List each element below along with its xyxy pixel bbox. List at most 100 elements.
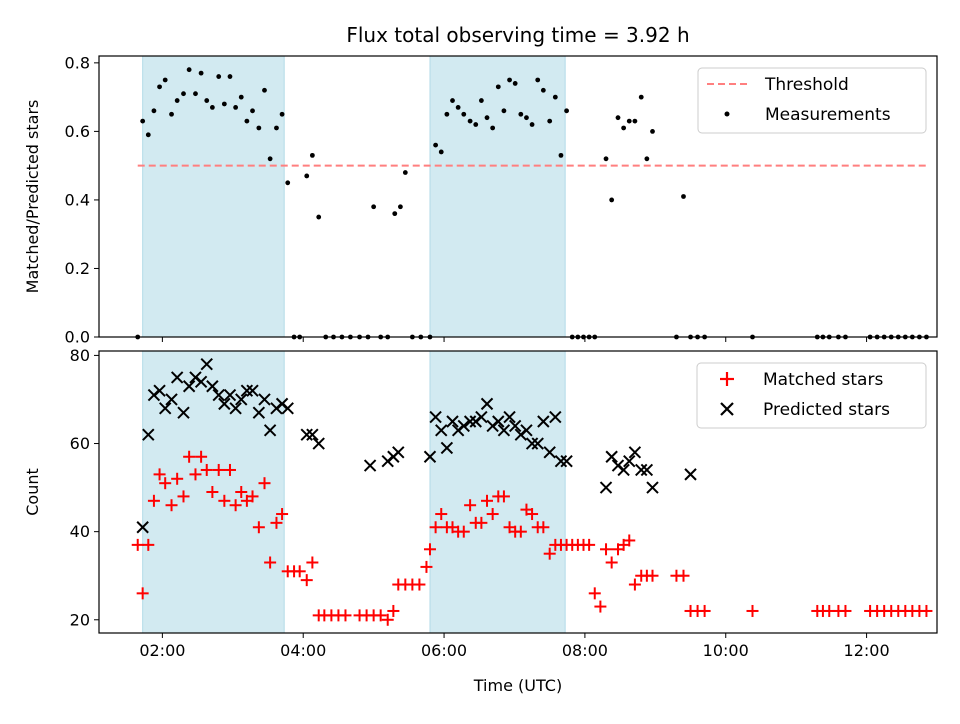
- measurement-point: [540, 87, 546, 93]
- matched-star-point: [374, 609, 387, 622]
- y-tick-label: 20: [70, 610, 90, 629]
- matched-star-point: [698, 604, 711, 617]
- predicted-star-point: [194, 375, 208, 389]
- predicted-star-point: [457, 419, 470, 433]
- predicted-star-point: [543, 446, 556, 459]
- predicted-star-point: [142, 428, 155, 441]
- predicted-star-point: [435, 424, 448, 437]
- legend-predicted-swatch: [720, 402, 734, 416]
- measurement-point: [644, 156, 650, 162]
- matched-star-point: [276, 508, 289, 521]
- predicted-star-point: [300, 428, 313, 441]
- measurement-point: [552, 94, 558, 100]
- matched-star-point: [223, 463, 236, 476]
- top-y-ticks: 0.0 0.2 0.4 0.6 0.8: [65, 53, 99, 347]
- measurement-point: [524, 115, 529, 121]
- y-tick-label: 60: [70, 434, 90, 453]
- measurement-point: [209, 105, 215, 110]
- measurement-point: [256, 125, 262, 131]
- matched-star-point: [588, 587, 601, 600]
- matched-star-point: [183, 450, 196, 463]
- matched-star-point: [147, 494, 160, 507]
- predicted-star-point: [177, 406, 190, 419]
- matched-star-point: [258, 477, 271, 490]
- y-tick-label: 0.6: [65, 122, 90, 141]
- measurement-point: [285, 180, 291, 186]
- matched-star-point: [605, 556, 618, 569]
- bottom-y-ticks: 20 40 60 80: [70, 346, 99, 629]
- predicted-star-point: [218, 397, 231, 411]
- bottom-y-axis-label: Count: [23, 468, 42, 516]
- matched-star-point: [200, 463, 213, 476]
- top-panel: 0.0 0.2 0.4 0.6 0.8 Flux total observing tim…: [23, 23, 938, 347]
- matched-star-point: [195, 450, 208, 463]
- x-axis-label: Time (UTC): [473, 676, 562, 695]
- predicted-star-point: [605, 450, 618, 463]
- measurement-point: [603, 156, 609, 162]
- measurement-point: [227, 74, 233, 79]
- measurement-point: [262, 87, 267, 93]
- predicted-star-point: [508, 419, 522, 433]
- measurement-point: [193, 91, 198, 97]
- predicted-star-point: [475, 410, 488, 424]
- bottom-axes-frame: [98, 350, 938, 634]
- chart-title: Flux total observing time = 3.92 h: [346, 23, 689, 47]
- bottom-legend-box: [696, 362, 927, 429]
- legend-measurements-swatch: [724, 111, 730, 117]
- measurement-point: [233, 105, 239, 110]
- predicted-star-point: [492, 415, 505, 428]
- measurement-point: [621, 125, 627, 131]
- predicted-star-point: [206, 380, 219, 393]
- matched-star-point: [218, 494, 231, 507]
- bottom-panel: 02:00 04:00 06:00 08:00 10:00 12:00 20406080 …: [23, 346, 938, 695]
- bottom-x-ticks: 02:00 04:00 06:00 08:00 10:00 12:00: [139, 633, 890, 660]
- predicted-star-point: [281, 402, 294, 415]
- predicted-star-point: [153, 384, 166, 397]
- measurement-point: [433, 142, 439, 148]
- predicted-star-point: [252, 406, 266, 419]
- y-tick-label: 0.0: [65, 328, 90, 347]
- predicted-star-point: [423, 450, 437, 463]
- matched-star-point: [420, 560, 433, 573]
- x-tick-label: 02:00: [139, 641, 185, 660]
- measurement-point: [140, 118, 146, 124]
- shaded-span-1: [142, 55, 285, 338]
- measurement-point: [535, 77, 541, 83]
- matched-star-point: [165, 499, 178, 512]
- predicted-star-point: [537, 415, 550, 428]
- top-x-ticks: [161, 337, 868, 342]
- predicted-star-point: [392, 446, 405, 459]
- measurement-point: [609, 197, 615, 203]
- predicted-star-point: [684, 468, 697, 481]
- predicted-star-point: [246, 384, 259, 397]
- legend-threshold-label: Threshold: [764, 75, 849, 95]
- y-tick-label: 40: [70, 522, 90, 541]
- measurement-point: [632, 118, 638, 124]
- matched-star-point: [839, 604, 852, 617]
- matched-star-point: [486, 508, 499, 521]
- measurement-point: [309, 152, 315, 158]
- measurement-point: [512, 81, 518, 86]
- top-legend: Threshold Measurements: [697, 67, 927, 134]
- predicted-star-point: [480, 397, 494, 411]
- predicted-star-point: [446, 415, 459, 428]
- measurement-point: [238, 94, 244, 100]
- top-shaded-regions: [142, 55, 566, 338]
- predicted-star-point: [599, 481, 613, 494]
- predicted-star-point: [158, 402, 172, 415]
- matched-star-point: [677, 569, 690, 582]
- predicted-star-point: [212, 388, 225, 402]
- measurement-point: [174, 98, 180, 103]
- measurement-point: [216, 74, 222, 79]
- measurement-point: [151, 108, 157, 114]
- matched-star-point: [159, 477, 172, 490]
- matched-star-point: [514, 525, 527, 538]
- predicted-star-point: [520, 424, 533, 437]
- measurement-point: [626, 118, 632, 124]
- matched-star-point: [628, 578, 641, 591]
- measurement-point: [473, 122, 479, 127]
- measurement-point: [615, 115, 621, 121]
- top-legend-box: [697, 67, 927, 134]
- matched-star-point: [206, 486, 219, 498]
- predicted-star-point: [628, 446, 642, 459]
